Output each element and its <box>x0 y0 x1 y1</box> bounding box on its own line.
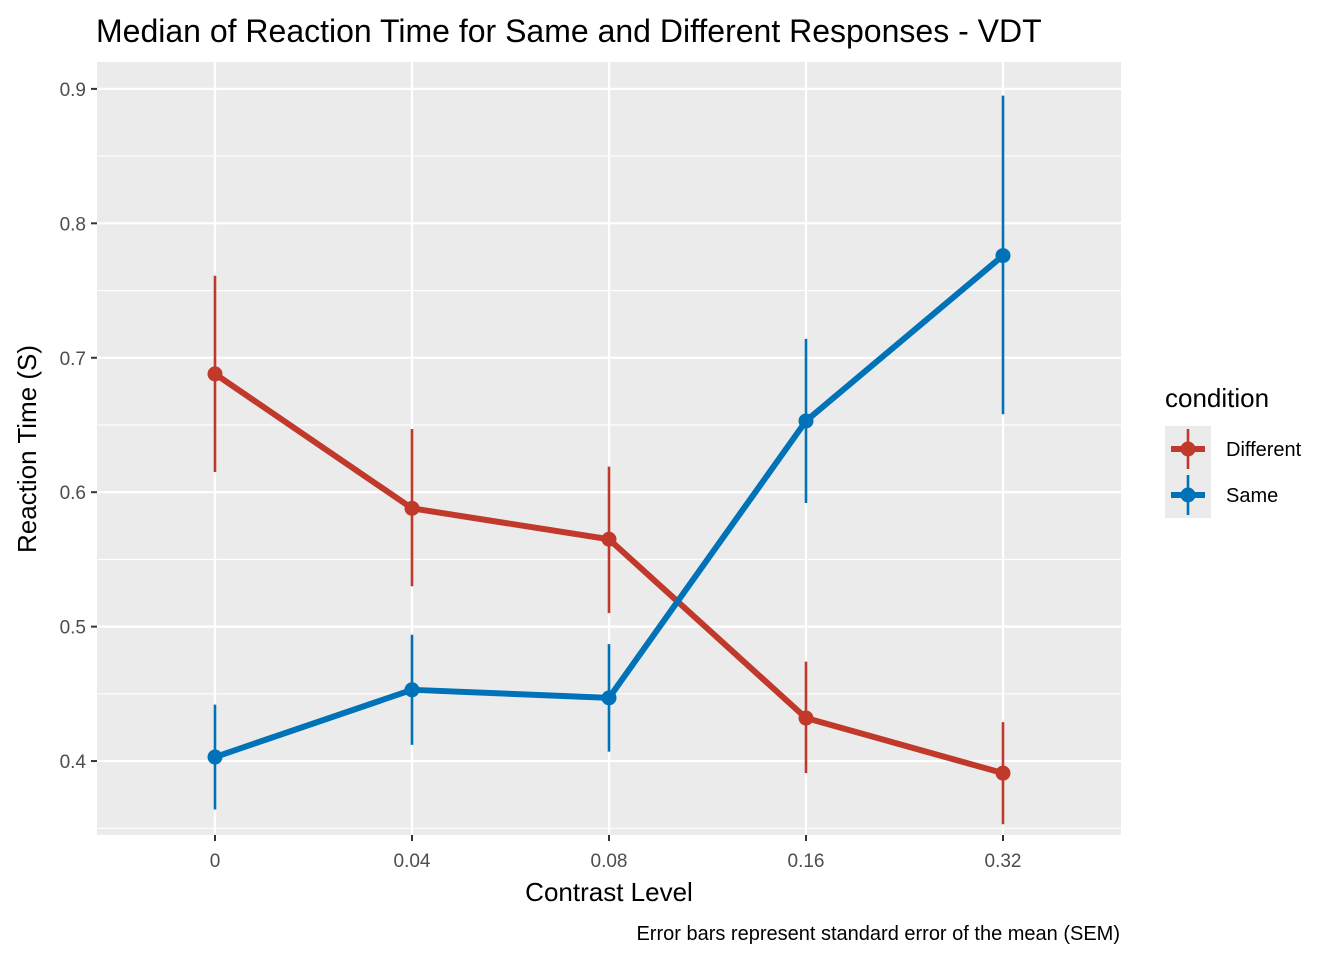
x-axis: 0 0.04 0.08 0.16 0.32 <box>210 835 1022 872</box>
x-axis-title: Contrast Level <box>525 877 693 907</box>
x-tick-label: 0 <box>210 851 221 872</box>
legend-item-different: Different <box>1171 429 1302 469</box>
x-tick-label: 0.16 <box>788 851 825 872</box>
y-tick-label: 0.7 <box>60 349 86 370</box>
y-tick-label: 0.8 <box>60 214 86 235</box>
y-axis-title: Reaction Time (S) <box>12 345 42 553</box>
legend-label-different: Different <box>1226 439 1302 461</box>
y-tick-label: 0.5 <box>60 618 86 639</box>
data-point-different <box>404 500 420 516</box>
y-axis: 0.4 0.5 0.6 0.7 0.8 0.9 <box>60 80 97 773</box>
legend-title: condition <box>1165 383 1269 413</box>
legend-point-different <box>1180 441 1196 457</box>
series-layer <box>207 95 1011 825</box>
data-point-different <box>798 710 814 726</box>
legend-point-same <box>1180 487 1196 503</box>
legend-label-same: Same <box>1226 485 1278 507</box>
data-point-same <box>995 248 1011 264</box>
x-tick-label: 0.04 <box>394 851 431 872</box>
y-tick-label: 0.4 <box>60 752 87 773</box>
series-same <box>207 95 1011 810</box>
x-tick-label: 0.32 <box>985 851 1022 872</box>
data-point-same <box>798 413 814 429</box>
x-tick-label: 0.08 <box>591 851 628 872</box>
data-point-same <box>404 682 420 698</box>
data-point-different <box>207 366 223 382</box>
y-tick-label: 0.9 <box>60 80 86 101</box>
data-point-different <box>995 765 1011 781</box>
chart-title: Median of Reaction Time for Same and Dif… <box>96 13 1042 49</box>
legend-item-same: Same <box>1171 475 1278 515</box>
data-point-same <box>207 749 223 765</box>
data-point-same <box>601 690 617 706</box>
data-point-different <box>601 531 617 547</box>
y-tick-label: 0.6 <box>60 483 86 504</box>
legend: condition Different Same <box>1165 383 1302 518</box>
series-different <box>207 275 1011 825</box>
caption: Error bars represent standard error of t… <box>636 923 1120 945</box>
